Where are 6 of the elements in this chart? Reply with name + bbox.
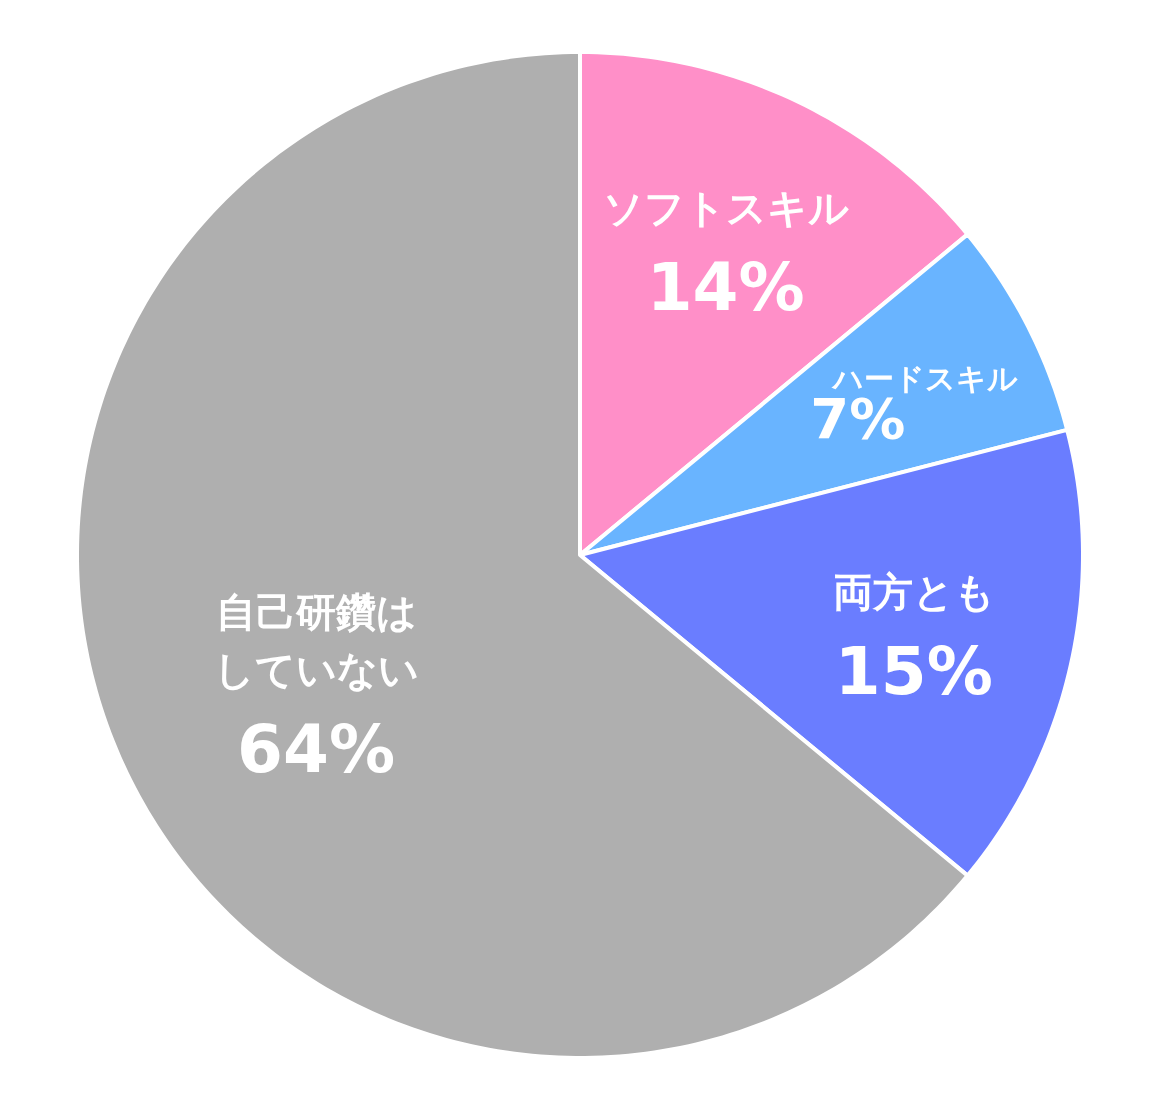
slice-label: 両方とも	[832, 568, 995, 615]
slice-label: ソフトスキル	[602, 184, 849, 231]
data-label: 64%	[237, 711, 396, 789]
data-label: 15%	[834, 632, 993, 710]
data-label: 14%	[646, 248, 805, 326]
slice-label: 自己研鑽はしていない	[213, 589, 419, 694]
